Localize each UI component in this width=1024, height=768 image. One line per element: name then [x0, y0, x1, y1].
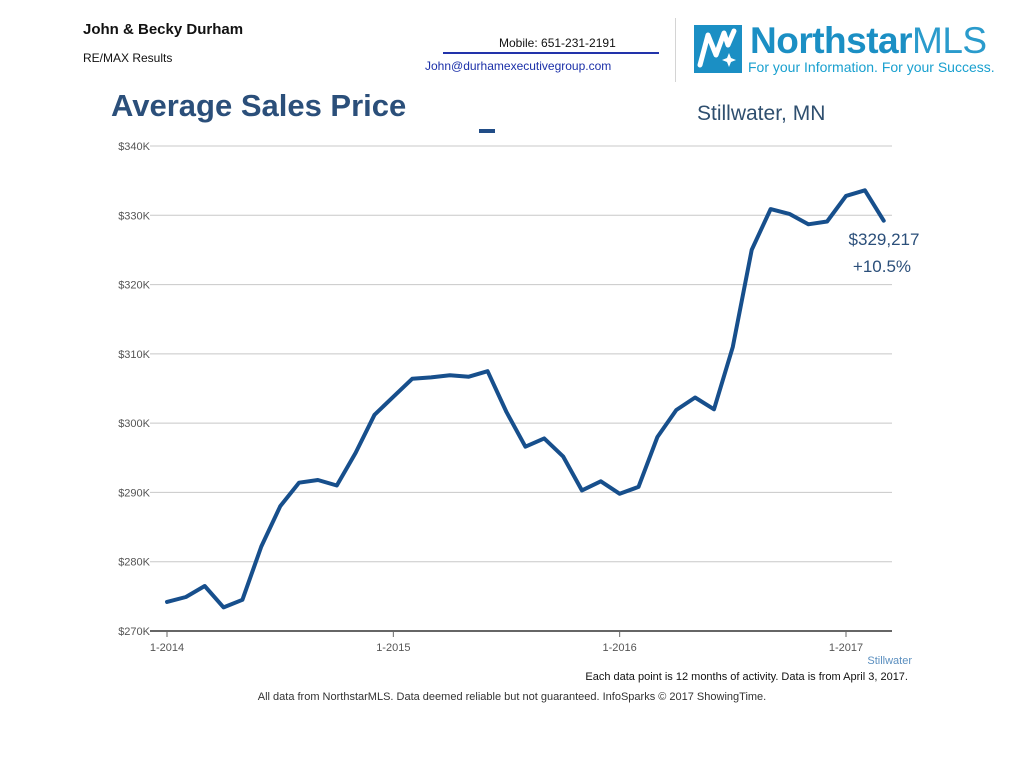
contact-divider [443, 52, 659, 54]
chart-subtitle: Stillwater, MN [697, 102, 826, 125]
data-point [580, 488, 584, 492]
northstar-logo-icon [694, 25, 742, 73]
footer-disclaimer: All data from NorthstarMLS. Data deemed … [257, 691, 767, 703]
data-point [184, 595, 188, 599]
data-point [825, 220, 829, 224]
logo-tagline: For your Information. For your Success. [748, 59, 995, 75]
data-point [467, 375, 471, 379]
data-point [674, 408, 678, 412]
data-point [844, 194, 848, 198]
data-point [863, 188, 867, 192]
y-tick-label: $340K [118, 141, 150, 153]
data-point [335, 484, 339, 487]
data-point [203, 584, 207, 588]
data-point [297, 481, 301, 485]
data-point [240, 598, 244, 602]
logo-name-main: Northstar [750, 20, 913, 61]
data-point [259, 544, 263, 548]
data-point [542, 436, 546, 440]
title-dash [479, 129, 495, 133]
data-note: Each data point is 12 months of activity… [585, 671, 908, 683]
y-tick-label: $270K [118, 626, 150, 638]
x-tick-label: 1-2017 [829, 642, 863, 654]
data-point [278, 504, 282, 508]
data-point [806, 222, 810, 226]
logo-name-suffix: MLS [912, 20, 987, 61]
email-link[interactable]: John@durhamexecutivegroup.com [425, 59, 612, 73]
data-point [429, 375, 433, 379]
data-point [769, 207, 773, 211]
data-point [391, 395, 395, 399]
x-tick-label: 1-2015 [376, 642, 410, 654]
chart-title: Average Sales Price [111, 88, 407, 123]
y-tick-label: $290K [118, 487, 150, 499]
y-tick-label: $330K [118, 210, 150, 222]
end-value-label: $329,217 [849, 230, 920, 249]
data-point [410, 377, 414, 381]
data-point [599, 479, 603, 483]
logo-wordmark: NorthstarMLS [750, 20, 987, 62]
data-point [354, 451, 358, 455]
data-point [618, 492, 622, 496]
series-line [165, 188, 886, 610]
y-tick-label: $280K [118, 557, 150, 569]
x-tick-label: 1-2016 [603, 642, 637, 654]
data-point [165, 600, 169, 604]
end-change-label: +10.5% [853, 257, 911, 276]
data-point [505, 410, 508, 414]
x-tick-label: 1-2014 [150, 642, 184, 654]
data-point [637, 485, 641, 489]
data-point [655, 435, 659, 439]
y-tick-label: $320K [118, 280, 150, 292]
data-point [750, 248, 754, 252]
data-point [448, 373, 452, 377]
data-point [882, 219, 886, 223]
series-layer [165, 188, 886, 610]
data-point [222, 605, 226, 609]
mobile-phone: Mobile: 651-231-2191 [499, 36, 616, 50]
header-divider [675, 18, 676, 82]
data-point [731, 345, 735, 349]
grid [150, 145, 892, 563]
agent-name: John & Becky Durham [83, 21, 244, 38]
data-point [316, 478, 320, 482]
data-point [486, 369, 490, 373]
y-tick-label: $300K [118, 418, 150, 430]
data-point [523, 445, 527, 449]
agent-brokerage: RE/MAX Results [83, 51, 173, 65]
data-point [561, 454, 565, 458]
data-point [787, 212, 791, 216]
series-label: Stillwater [867, 655, 912, 667]
axes: $270K $280K $290K $300K $310K $320K $330K $340K… [118, 141, 892, 654]
data-point [712, 407, 716, 411]
data-point [372, 413, 376, 417]
y-tick-label: $310K [118, 349, 150, 361]
data-point [693, 396, 697, 400]
